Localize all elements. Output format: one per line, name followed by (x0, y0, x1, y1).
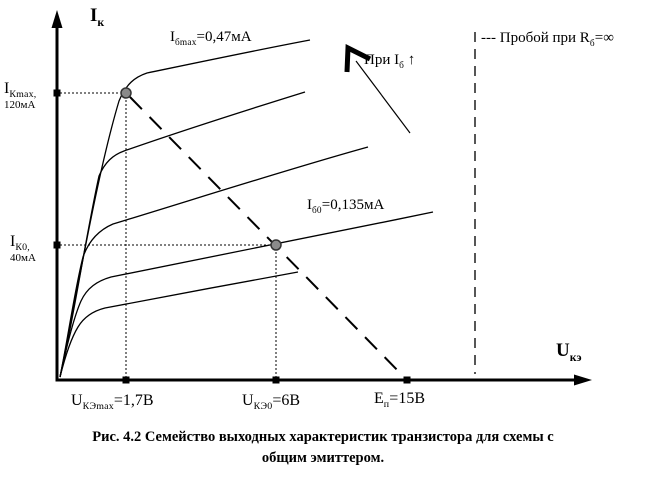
x-axis-label: Uкэ (556, 340, 582, 364)
axis-ticks (53, 89, 411, 384)
tick-ukemax (122, 376, 130, 384)
breakdown-sub: б (589, 39, 595, 49)
curve-ibmax (59, 39, 311, 378)
ibmax-value: =0,47мА (196, 29, 252, 45)
ukemax-base: U (71, 392, 83, 409)
breakdown-dashes-icon: --- (481, 30, 500, 46)
pri-ib-sub: б (399, 61, 405, 71)
x-tick-label-uke0: UКЭ0=6В (242, 392, 301, 413)
ik0-sub: К0, (15, 242, 30, 254)
breakdown-infinity: =∞ (594, 30, 614, 46)
x-axis-label-sub: кэ (569, 350, 582, 364)
y-tick-label-ikmax: IКmax, 120мА (4, 80, 36, 111)
guide-lines (60, 92, 277, 379)
annotation-breakdown: --- Пробой при Rб=∞ (481, 30, 614, 49)
ib0-sub: б0 (312, 206, 322, 216)
annotation-pri-ib: При Iб ↑ (364, 52, 416, 71)
uke0-sub: КЭ0 (253, 401, 273, 413)
load-line (129, 96, 408, 381)
tick-ep (403, 376, 411, 384)
ep-sub: п (383, 399, 390, 411)
ik0-line2: 40мА (10, 251, 36, 264)
ukemax-sub: КЭmax (82, 401, 114, 413)
y-axis-label-base: I (90, 5, 98, 26)
point-uke0-ik0 (270, 239, 282, 251)
ibmax-base: I (170, 29, 175, 45)
axes (55, 25, 577, 382)
y-tick-label-ik0: IК0, 40мА (10, 233, 36, 264)
pri-ib-up-arrow-icon: ↑ (404, 52, 416, 68)
y-axis-arrowhead (51, 10, 63, 28)
ikmax-sub: Кmax, (9, 89, 37, 101)
caption-line-1: Рис. 4.2 Семейство выходных характеристи… (92, 429, 554, 445)
breakdown-text: Пробой при R (499, 30, 590, 46)
ib0-base: I (307, 197, 312, 213)
ikmax-base: I (4, 80, 10, 97)
x-axis-arrowhead (574, 374, 592, 386)
curve-label-ibmax: Iбmax=0,47мА (170, 29, 252, 48)
curve-label-ib0: Iб0=0,135мА (307, 197, 385, 216)
tick-ikmax (53, 89, 61, 97)
pri-ib-arrow (344, 44, 411, 134)
pri-ib-text: При I (364, 52, 400, 68)
tick-uke0 (272, 376, 280, 384)
ukemax-value: =1,7В (113, 392, 154, 409)
ikmax-line1: IКmax, (4, 80, 37, 101)
x-axis-label-base: U (556, 340, 570, 361)
ik0-base: I (10, 233, 16, 250)
ib0-value: =0,135мА (321, 197, 385, 213)
ep-value: =15В (389, 390, 425, 407)
curve-3 (59, 146, 369, 378)
curve-ib0 (59, 211, 434, 378)
curve-5 (59, 271, 299, 378)
x-tick-label-ukemax: UКЭmax=1,7В (71, 392, 154, 413)
x-tick-label-ep: Eп=15В (374, 390, 425, 411)
uke0-value: =6В (272, 392, 301, 409)
uke0-base: U (242, 392, 254, 409)
ikmax-line2: 120мА (4, 98, 36, 111)
point-ukemax-ikmax (120, 87, 132, 99)
y-axis-label-sub: к (97, 15, 105, 29)
tick-ik0 (53, 241, 61, 249)
ik0-line1: IК0, (10, 233, 36, 254)
curve-2 (59, 91, 306, 378)
caption-line-2: общим эмиттером. (261, 450, 385, 467)
figure-caption: Рис. 4.2 Семейство выходных характеристи… (0, 427, 646, 469)
pri-ib-arrowhead (344, 44, 372, 73)
ibmax-sub: бmax (175, 38, 197, 48)
y-axis-label: Iк (90, 5, 105, 29)
ep-base: E (374, 390, 384, 407)
